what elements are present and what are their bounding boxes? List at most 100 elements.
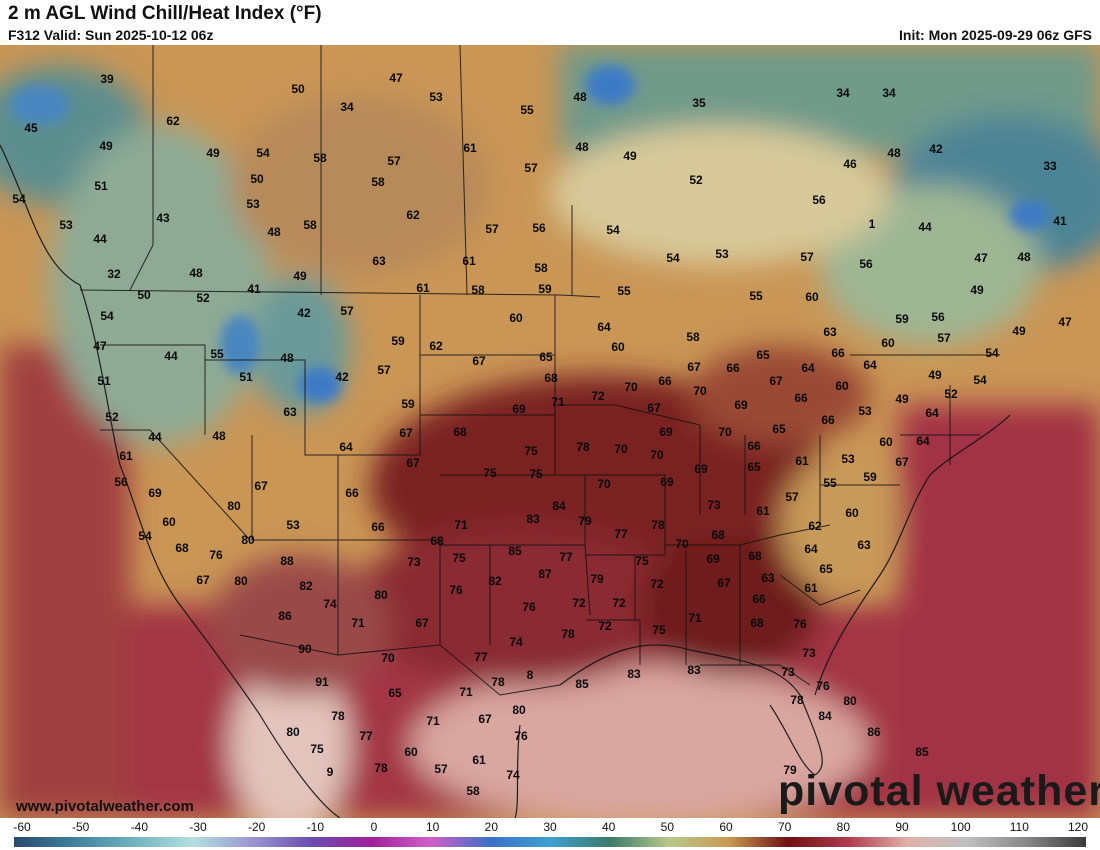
temperature-label: 53 [429, 90, 443, 104]
temperature-label: 67 [895, 455, 909, 469]
temperature-label: 57 [434, 762, 448, 776]
temperature-label: 67 [717, 576, 731, 590]
temperature-label: 65 [388, 686, 402, 700]
temperature-label: 69 [659, 425, 673, 439]
temperature-label: 80 [227, 499, 241, 513]
legend-tick: 120 [1068, 820, 1088, 834]
temperature-label: 77 [614, 527, 628, 541]
temperature-label: 67 [769, 374, 783, 388]
temperature-label: 57 [377, 363, 391, 377]
temperature-label: 47 [93, 339, 107, 353]
temperature-label: 57 [800, 250, 814, 264]
temperature-label: 66 [821, 413, 835, 427]
temperature-label: 85 [508, 544, 522, 558]
temperature-label: 53 [858, 404, 872, 418]
temperature-label: 67 [415, 616, 429, 630]
temperature-label: 85 [575, 677, 589, 691]
temperature-label: 9 [327, 765, 334, 779]
temperature-label: 74 [506, 768, 520, 782]
temperature-label: 63 [857, 538, 871, 552]
temperature-label: 76 [514, 729, 528, 743]
legend-tick: 60 [719, 820, 733, 834]
temperature-label: 70 [675, 537, 689, 551]
temperature-label: 80 [374, 588, 388, 602]
temperature-label: 60 [162, 515, 176, 529]
temperature-label: 46 [843, 157, 857, 171]
temperature-label: 80 [241, 533, 255, 547]
temperature-label: 68 [544, 371, 558, 385]
temperature-label: 65 [756, 348, 770, 362]
temperature-label: 61 [795, 454, 809, 468]
temperature-label: 54 [973, 373, 987, 387]
init-time: Init: Mon 2025-09-29 06z GFS [899, 27, 1092, 43]
temperature-label: 77 [559, 550, 573, 564]
temperature-label: 55 [520, 103, 534, 117]
temperature-label: 78 [491, 675, 505, 689]
legend-tick: 40 [602, 820, 616, 834]
temperature-label: 62 [808, 519, 822, 533]
temperature-label: 52 [689, 173, 703, 187]
temperature-label: 45 [24, 121, 38, 135]
temperature-label: 48 [573, 90, 587, 104]
legend-tick: -60 [13, 820, 31, 834]
temperature-label: 47 [974, 251, 988, 265]
temperature-label: 44 [148, 430, 162, 444]
temperature-label: 74 [323, 597, 337, 611]
temperature-label: 78 [576, 440, 590, 454]
legend-tick: 80 [837, 820, 851, 834]
temperature-label: 60 [845, 506, 859, 520]
temperature-label: 68 [748, 549, 762, 563]
temperature-label: 77 [359, 729, 373, 743]
temperature-label: 75 [452, 551, 466, 565]
temperature-label: 64 [801, 361, 815, 375]
website-watermark: www.pivotalweather.com [16, 798, 194, 815]
temperature-label: 70 [381, 651, 395, 665]
lake-patches [10, 65, 1050, 403]
temperature-label: 61 [463, 141, 477, 155]
temperature-label: 66 [345, 486, 359, 500]
temperature-label: 61 [756, 504, 770, 518]
temperature-field [0, 45, 1100, 818]
temperature-label: 66 [831, 346, 845, 360]
temperature-label: 54 [985, 346, 999, 360]
temperature-label: 1 [869, 217, 876, 231]
temperature-label: 57 [340, 304, 354, 318]
temperature-label: 53 [715, 247, 729, 261]
temperature-label: 53 [246, 197, 260, 211]
temperature-label: 48 [280, 351, 294, 365]
temperature-label: 48 [887, 146, 901, 160]
temperature-label: 68 [175, 541, 189, 555]
temperature-label: 73 [781, 665, 795, 679]
temperature-label: 63 [761, 571, 775, 585]
temperature-label: 61 [472, 753, 486, 767]
temperature-label: 69 [694, 462, 708, 476]
temperature-label: 58 [466, 784, 480, 798]
temperature-label: 58 [371, 175, 385, 189]
temperature-label: 70 [597, 477, 611, 491]
temperature-label: 69 [512, 402, 526, 416]
temperature-label: 71 [459, 685, 473, 699]
temperature-label: 49 [293, 269, 307, 283]
temperature-label: 63 [283, 405, 297, 419]
temperature-label: 75 [635, 554, 649, 568]
temperature-label: 82 [488, 574, 502, 588]
temperature-label: 51 [94, 179, 108, 193]
temperature-label: 66 [747, 439, 761, 453]
temperature-label: 49 [1012, 324, 1026, 338]
temperature-label: 69 [734, 398, 748, 412]
temperature-label: 48 [267, 225, 281, 239]
temperature-label: 69 [660, 475, 674, 489]
temperature-label: 58 [313, 151, 327, 165]
temperature-label: 62 [406, 208, 420, 222]
temperature-label: 79 [783, 763, 797, 777]
temperature-label: 44 [164, 349, 178, 363]
temperature-label: 62 [429, 339, 443, 353]
temperature-label: 59 [391, 334, 405, 348]
temperature-label: 59 [895, 312, 909, 326]
temperature-label: 75 [652, 623, 666, 637]
temperature-label: 65 [772, 422, 786, 436]
temperature-label: 60 [509, 311, 523, 325]
temperature-label: 59 [863, 470, 877, 484]
